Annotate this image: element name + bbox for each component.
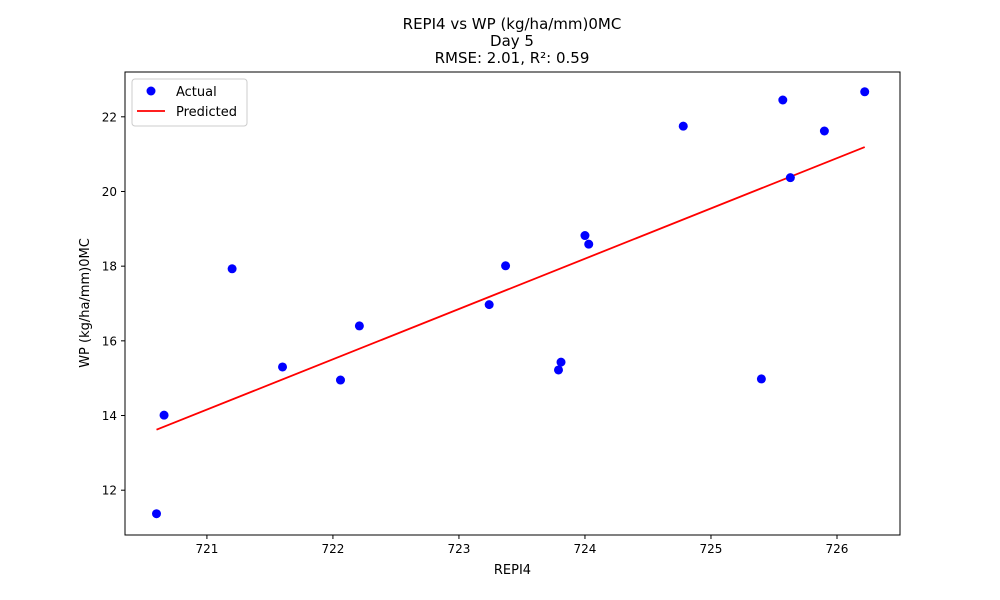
y-tick-label: 18 [102, 260, 117, 274]
actual-point [556, 357, 566, 367]
x-tick-label: 724 [574, 542, 597, 556]
actual-point [819, 126, 829, 136]
actual-point [278, 362, 288, 372]
x-tick-label: 726 [826, 542, 849, 556]
actual-point [501, 261, 511, 271]
plot-area: 721 722 723 724 725 726 12 14 16 18 20 22 [102, 71, 901, 556]
x-tick-label: 723 [447, 542, 470, 556]
legend-actual-label: Actual [176, 85, 217, 100]
x-axis-label: REPI4 [494, 563, 531, 578]
chart-title-line-3: RMSE: 2.01, R²: 0.59 [435, 49, 590, 67]
y-tick-label: 22 [102, 110, 117, 124]
legend-frame [131, 78, 248, 127]
x-tick-label: 725 [700, 542, 723, 556]
y-tick-label: 12 [102, 484, 117, 498]
chart-title-line-2: Day 5 [490, 32, 534, 50]
actual-point [152, 509, 162, 519]
x-tick-label: 722 [321, 542, 344, 556]
actual-point [678, 121, 688, 131]
x-tick-label: 721 [195, 542, 218, 556]
actual-point [785, 173, 795, 183]
y-tick-label: 20 [102, 185, 117, 199]
axes-frame [124, 71, 901, 536]
actual-point [553, 365, 563, 375]
legend-actual-marker [146, 86, 156, 96]
predicted-line [156, 146, 866, 431]
y-axis-label: WP (kg/ha/mm)0MC [78, 238, 93, 368]
actual-point [159, 410, 169, 420]
actual-point [580, 231, 590, 241]
actual-point [484, 300, 494, 310]
legend-predicted-label: Predicted [176, 105, 237, 120]
actual-point [584, 239, 594, 249]
actual-point [354, 321, 364, 331]
actual-point [335, 375, 345, 385]
actual-point [756, 374, 766, 384]
chart-title-line-1: REPI4 vs WP (kg/ha/mm)0MC [403, 15, 622, 33]
actual-point [860, 87, 870, 97]
y-tick-label: 14 [102, 409, 117, 423]
y-tick-label: 16 [102, 334, 117, 348]
actual-point [778, 95, 788, 105]
actual-point [227, 264, 237, 274]
legend: Actual Predicted [131, 78, 248, 127]
